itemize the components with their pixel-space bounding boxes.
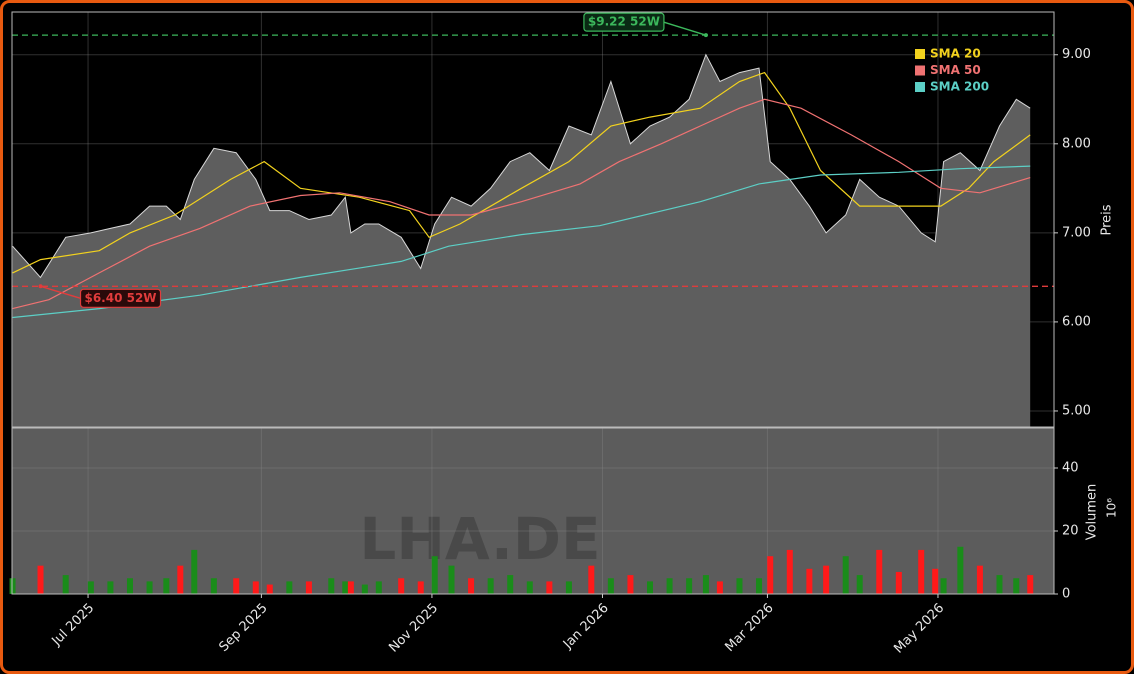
volume-bar <box>756 578 763 594</box>
volume-bar <box>932 568 939 594</box>
volume-bar <box>627 575 634 594</box>
volume-bar <box>588 565 595 594</box>
legend-label: SMA 50 <box>930 63 981 77</box>
y-tick-label: 8.00 <box>1062 136 1091 151</box>
legend-swatch <box>915 82 925 92</box>
sma-line <box>12 98 1031 310</box>
volume-bar <box>448 565 455 594</box>
legend-label: SMA 200 <box>930 80 989 94</box>
legend-swatch <box>915 65 925 76</box>
annotation-box <box>583 12 665 32</box>
volume-bar <box>607 578 614 594</box>
volume-bar <box>126 578 133 594</box>
volume-bar <box>37 565 44 594</box>
annotation-arrowhead <box>703 33 708 38</box>
volume-bar <box>736 578 743 594</box>
volume-bar <box>996 575 1003 594</box>
y-tick-label: 5.00 <box>1062 403 1091 418</box>
volume-bar <box>361 584 368 594</box>
volume-bar <box>163 578 170 594</box>
volume-bar <box>107 581 114 594</box>
price-area <box>12 54 1031 427</box>
volume-bar <box>305 581 312 594</box>
volume-bar <box>266 584 273 594</box>
volume-bar <box>702 575 709 594</box>
volume-bar <box>342 581 349 594</box>
volume-bar <box>918 549 925 594</box>
volume-bar <box>786 549 793 594</box>
volume-bar <box>767 556 774 594</box>
y-tick-label: 7.00 <box>1062 225 1091 240</box>
y-tick-label: 20 <box>1062 524 1079 539</box>
volume-bar <box>895 571 902 594</box>
volume-bar <box>347 581 354 594</box>
volume-bar <box>252 581 259 594</box>
y-tick-label: 9.00 <box>1062 47 1091 62</box>
volume-bar <box>398 578 405 594</box>
volume-bar <box>806 568 813 594</box>
volume-bar <box>823 565 830 594</box>
price-frame <box>11 11 1055 428</box>
volume-bar <box>487 578 494 594</box>
scale-label: 10⁶ <box>1105 498 1119 518</box>
volume-bar <box>546 581 553 594</box>
volume-bar <box>876 549 883 594</box>
volume-bar <box>87 581 94 594</box>
legend-swatch <box>915 49 925 59</box>
volume-bar <box>940 578 947 594</box>
y-tick-label: 6.00 <box>1062 314 1091 329</box>
volume-bar <box>431 556 438 594</box>
volume-bar <box>565 581 572 594</box>
y-axis-label: Volumen <box>1085 484 1100 541</box>
volume-bar <box>686 578 693 594</box>
annotation-label: $6.40 52W <box>84 291 156 305</box>
volume-bar <box>286 581 293 594</box>
volume-bar <box>957 546 964 594</box>
volume-bar <box>856 575 863 594</box>
volume-bar <box>507 575 514 594</box>
legend-label: SMA 20 <box>930 47 981 61</box>
volume-bar <box>417 581 424 594</box>
volume-frame <box>11 427 1055 595</box>
volume-bar <box>1027 575 1034 594</box>
volume-bar <box>146 581 153 594</box>
annotation-arrow <box>40 285 81 299</box>
volume-bar <box>328 578 335 594</box>
annotation-box <box>79 288 162 308</box>
volume-bar <box>716 581 723 594</box>
y-axis-label: Preis <box>1100 204 1115 235</box>
y-tick-label: 0 <box>1062 587 1070 602</box>
volume-bar <box>526 581 533 594</box>
volume-bar <box>842 556 849 594</box>
volume-bar <box>210 578 217 594</box>
annotation-arrowhead <box>38 284 43 289</box>
y-tick-label: 40 <box>1062 461 1079 476</box>
volume-bar <box>647 581 654 594</box>
volume-bar <box>62 575 69 594</box>
volume-bar <box>468 578 475 594</box>
volume-bar <box>233 578 240 594</box>
volume-bar <box>375 581 382 594</box>
annotation-label: $9.22 52W <box>588 15 660 29</box>
volume-bar <box>191 549 198 594</box>
volume-bar <box>1013 578 1020 594</box>
volume-bar <box>976 565 983 594</box>
annotation-arrow <box>663 21 707 36</box>
plot-layer: forexsignale.trade$9.22 52W$6.40 52WLHA.… <box>9 12 1054 595</box>
sma-line <box>12 165 1031 319</box>
volume-bar <box>177 565 184 594</box>
sma-line <box>12 71 1031 274</box>
volume-bar <box>9 578 16 594</box>
volume-bar <box>666 578 673 594</box>
price-line <box>12 53 1031 279</box>
watermark: LHA.DE <box>359 505 600 573</box>
